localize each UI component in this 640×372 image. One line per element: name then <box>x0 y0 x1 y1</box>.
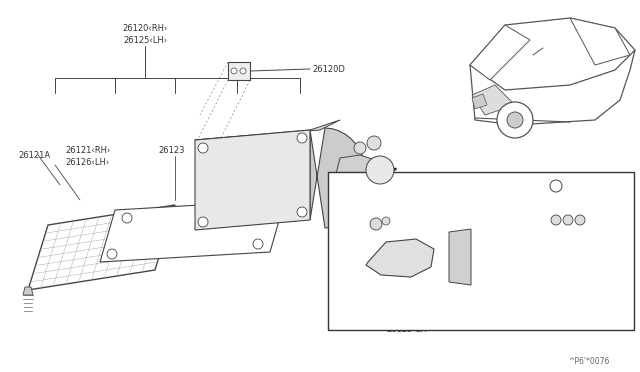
Text: 08363-62056: 08363-62056 <box>564 182 620 190</box>
Circle shape <box>240 68 246 74</box>
Text: 26121‹RH›: 26121‹RH› <box>356 279 401 289</box>
Polygon shape <box>310 128 367 228</box>
Circle shape <box>497 102 533 138</box>
Circle shape <box>253 239 263 249</box>
Text: 26120D: 26120D <box>312 64 345 74</box>
Polygon shape <box>28 205 175 290</box>
Polygon shape <box>470 25 530 80</box>
Polygon shape <box>195 120 340 140</box>
Circle shape <box>563 215 573 225</box>
Text: 26120D: 26120D <box>336 219 369 228</box>
Text: 26124B: 26124B <box>488 278 520 286</box>
Polygon shape <box>335 155 375 185</box>
Circle shape <box>107 249 117 259</box>
Polygon shape <box>100 200 285 262</box>
Circle shape <box>297 133 307 143</box>
Text: 26120‹RH›: 26120‹RH› <box>385 314 431 323</box>
Circle shape <box>297 207 307 217</box>
Text: 26120A: 26120A <box>200 141 232 150</box>
Circle shape <box>198 143 208 153</box>
Circle shape <box>354 142 366 154</box>
Text: S: S <box>554 182 558 190</box>
Text: 26125‹LH›: 26125‹LH› <box>123 35 167 45</box>
Circle shape <box>122 213 132 223</box>
Polygon shape <box>366 239 434 277</box>
Text: 26121A: 26121A <box>18 151 50 160</box>
Circle shape <box>382 217 390 225</box>
Text: 26126‹LH›: 26126‹LH› <box>356 292 400 301</box>
Circle shape <box>575 215 585 225</box>
Text: 26123: 26123 <box>158 145 184 154</box>
Text: ^P6'*0076: ^P6'*0076 <box>568 357 609 366</box>
Circle shape <box>268 203 278 213</box>
Polygon shape <box>472 94 487 109</box>
Polygon shape <box>570 18 630 65</box>
Text: 26120A: 26120A <box>448 263 480 272</box>
Text: 26120‹RH›: 26120‹RH› <box>122 23 168 32</box>
Circle shape <box>366 156 394 184</box>
Polygon shape <box>472 85 515 115</box>
Circle shape <box>551 215 561 225</box>
Text: FROM SEP.'86: FROM SEP.'86 <box>336 182 405 190</box>
Polygon shape <box>195 130 310 230</box>
Polygon shape <box>449 229 471 285</box>
Polygon shape <box>470 50 635 125</box>
Text: 26126‹LH›: 26126‹LH› <box>65 157 109 167</box>
Circle shape <box>507 112 523 128</box>
Bar <box>228 62 250 80</box>
Bar <box>328 172 634 330</box>
Text: 26121‹RH›: 26121‹RH› <box>65 145 110 154</box>
Polygon shape <box>23 287 33 295</box>
Text: 26125‹LH›: 26125‹LH› <box>386 326 430 334</box>
Circle shape <box>198 217 208 227</box>
Circle shape <box>231 68 237 74</box>
Text: (4): (4) <box>569 192 580 202</box>
Circle shape <box>370 218 382 230</box>
Circle shape <box>550 180 562 192</box>
Circle shape <box>367 136 381 150</box>
